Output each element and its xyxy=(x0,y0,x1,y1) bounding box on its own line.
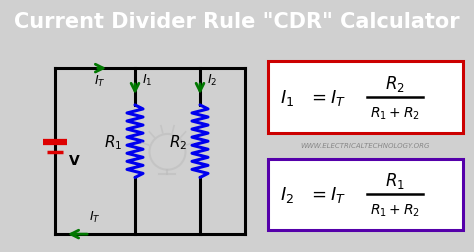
Text: $R_2$: $R_2$ xyxy=(169,132,187,151)
Text: $R_1$: $R_1$ xyxy=(104,132,122,151)
Text: $R_1+R_2$: $R_1+R_2$ xyxy=(370,202,420,218)
Text: $I_1$: $I_1$ xyxy=(280,88,294,108)
Text: $= I_T$: $= I_T$ xyxy=(308,88,346,108)
FancyBboxPatch shape xyxy=(268,62,463,133)
Text: WWW.ELECTRICALTECHNOLOGY.ORG: WWW.ELECTRICALTECHNOLOGY.ORG xyxy=(301,142,430,148)
Text: $I_2$: $I_2$ xyxy=(280,185,294,205)
Text: V: V xyxy=(69,153,80,167)
Text: $R_1+R_2$: $R_1+R_2$ xyxy=(370,105,420,121)
Text: $I_T$: $I_T$ xyxy=(89,209,101,224)
Text: Current Divider Rule "CDR" Calculator: Current Divider Rule "CDR" Calculator xyxy=(14,12,460,32)
Text: $R_1$: $R_1$ xyxy=(385,171,405,191)
Text: $I_2$: $I_2$ xyxy=(207,73,217,88)
Text: $I_1$: $I_1$ xyxy=(142,73,152,88)
Text: $= I_T$: $= I_T$ xyxy=(308,185,346,205)
Text: $R_2$: $R_2$ xyxy=(385,74,405,94)
FancyBboxPatch shape xyxy=(268,159,463,230)
Text: $I_T$: $I_T$ xyxy=(94,74,106,89)
